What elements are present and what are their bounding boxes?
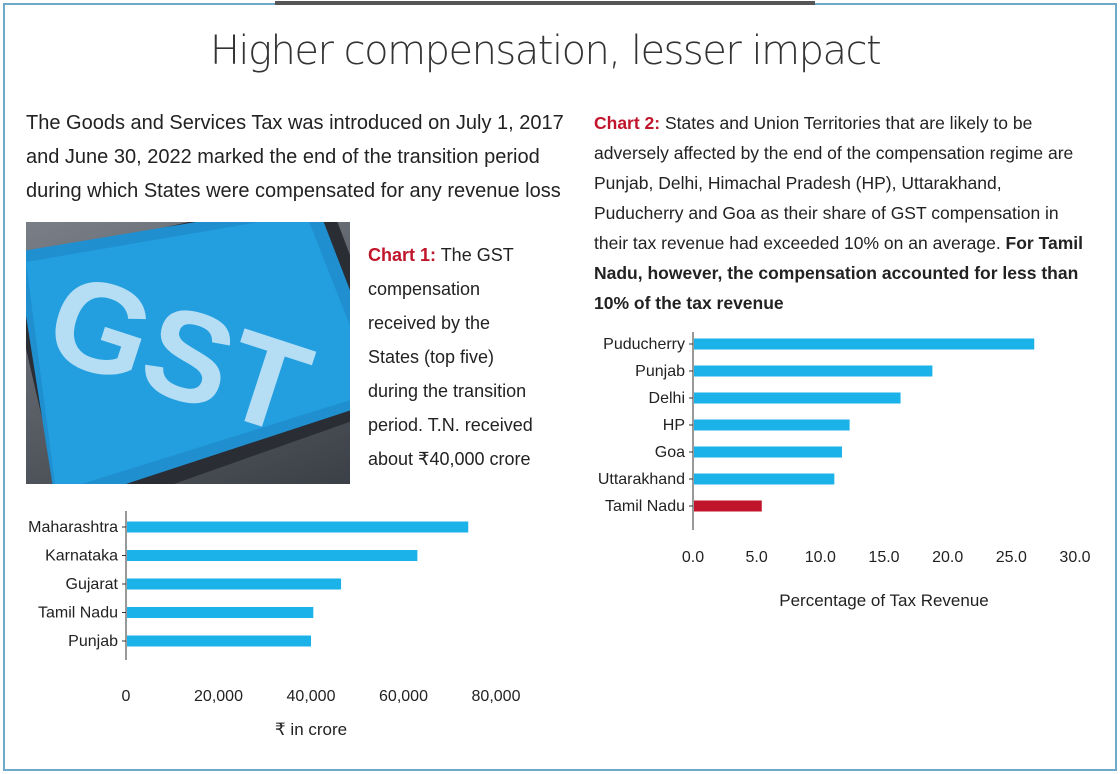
category-label: Tamil Nadu	[38, 605, 118, 622]
x-tick-label: 5.0	[746, 549, 768, 566]
category-label: Punjab	[68, 633, 118, 650]
bar-punjab	[694, 365, 933, 377]
x-tick-label: 20.0	[932, 549, 963, 566]
bar-hp	[694, 419, 850, 431]
chart1-bar-chart: Maharashtra Karnataka Gujarat Tamil Nadu Pun…	[28, 511, 521, 739]
gst-photo: GST	[26, 222, 350, 484]
chart1-caption-label: Chart 1:	[368, 245, 437, 265]
category-label: Maharashtra	[28, 519, 118, 536]
bar-tamil-nadu	[694, 500, 762, 512]
category-label: Delhi	[649, 390, 685, 407]
x-tick-label: 0.0	[682, 549, 704, 566]
x-tick-label: 40,000	[287, 688, 336, 705]
x-tick-label: 0	[122, 688, 131, 705]
top-rule	[275, 1, 815, 5]
x-tick-label: 30.0	[1059, 549, 1090, 566]
category-label: Tamil Nadu	[605, 498, 685, 515]
category-label: Goa	[655, 444, 685, 461]
chart2-bar-chart: Puducherry Punjab Delhi HP Goa Uttarakhand Tam…	[598, 332, 1091, 610]
bar-tamil-nadu	[127, 607, 314, 618]
bar-gujarat	[127, 578, 342, 590]
category-label: Karnataka	[45, 548, 118, 565]
x-axis-label: ₹ in crore	[275, 720, 347, 739]
x-axis-label: Percentage of Tax Revenue	[779, 591, 989, 610]
chart2-caption-bold: For Tamil Nadu, however, the compensatio…	[594, 233, 1084, 313]
category-label: Punjab	[635, 363, 685, 380]
bar-delhi	[694, 392, 901, 404]
category-label: Puducherry	[603, 336, 685, 353]
x-tick-label: 60,000	[379, 688, 428, 705]
category-label: Uttarakhand	[598, 471, 685, 488]
bar-uttarakhand	[694, 473, 835, 485]
x-tick-label: 80,000	[472, 688, 521, 705]
category-label: HP	[663, 417, 685, 434]
x-tick-label: 10.0	[805, 549, 836, 566]
bar-karnataka	[127, 550, 418, 561]
bar-puducherry	[694, 338, 1035, 350]
chart1-caption-text: The GST compensation received by the Sta…	[368, 245, 533, 469]
x-tick-label: 25.0	[996, 549, 1027, 566]
chart1-caption: Chart 1: The GST compensation received b…	[368, 238, 538, 476]
category-label: Gujarat	[66, 576, 119, 593]
bar-punjab	[127, 635, 311, 647]
chart2-caption: Chart 2: States and Union Territories th…	[594, 108, 1094, 318]
x-tick-label: 20,000	[194, 688, 243, 705]
chart2-caption-text: States and Union Territories that are li…	[594, 113, 1074, 253]
chart2-caption-label: Chart 2:	[594, 113, 661, 133]
intro-text: The Goods and Services Tax was introduce…	[26, 112, 564, 202]
bar-maharashtra	[127, 521, 469, 533]
headline: Higher compensation, lesser impact	[209, 28, 882, 74]
x-tick-label: 15.0	[868, 549, 899, 566]
bar-goa	[694, 446, 842, 458]
